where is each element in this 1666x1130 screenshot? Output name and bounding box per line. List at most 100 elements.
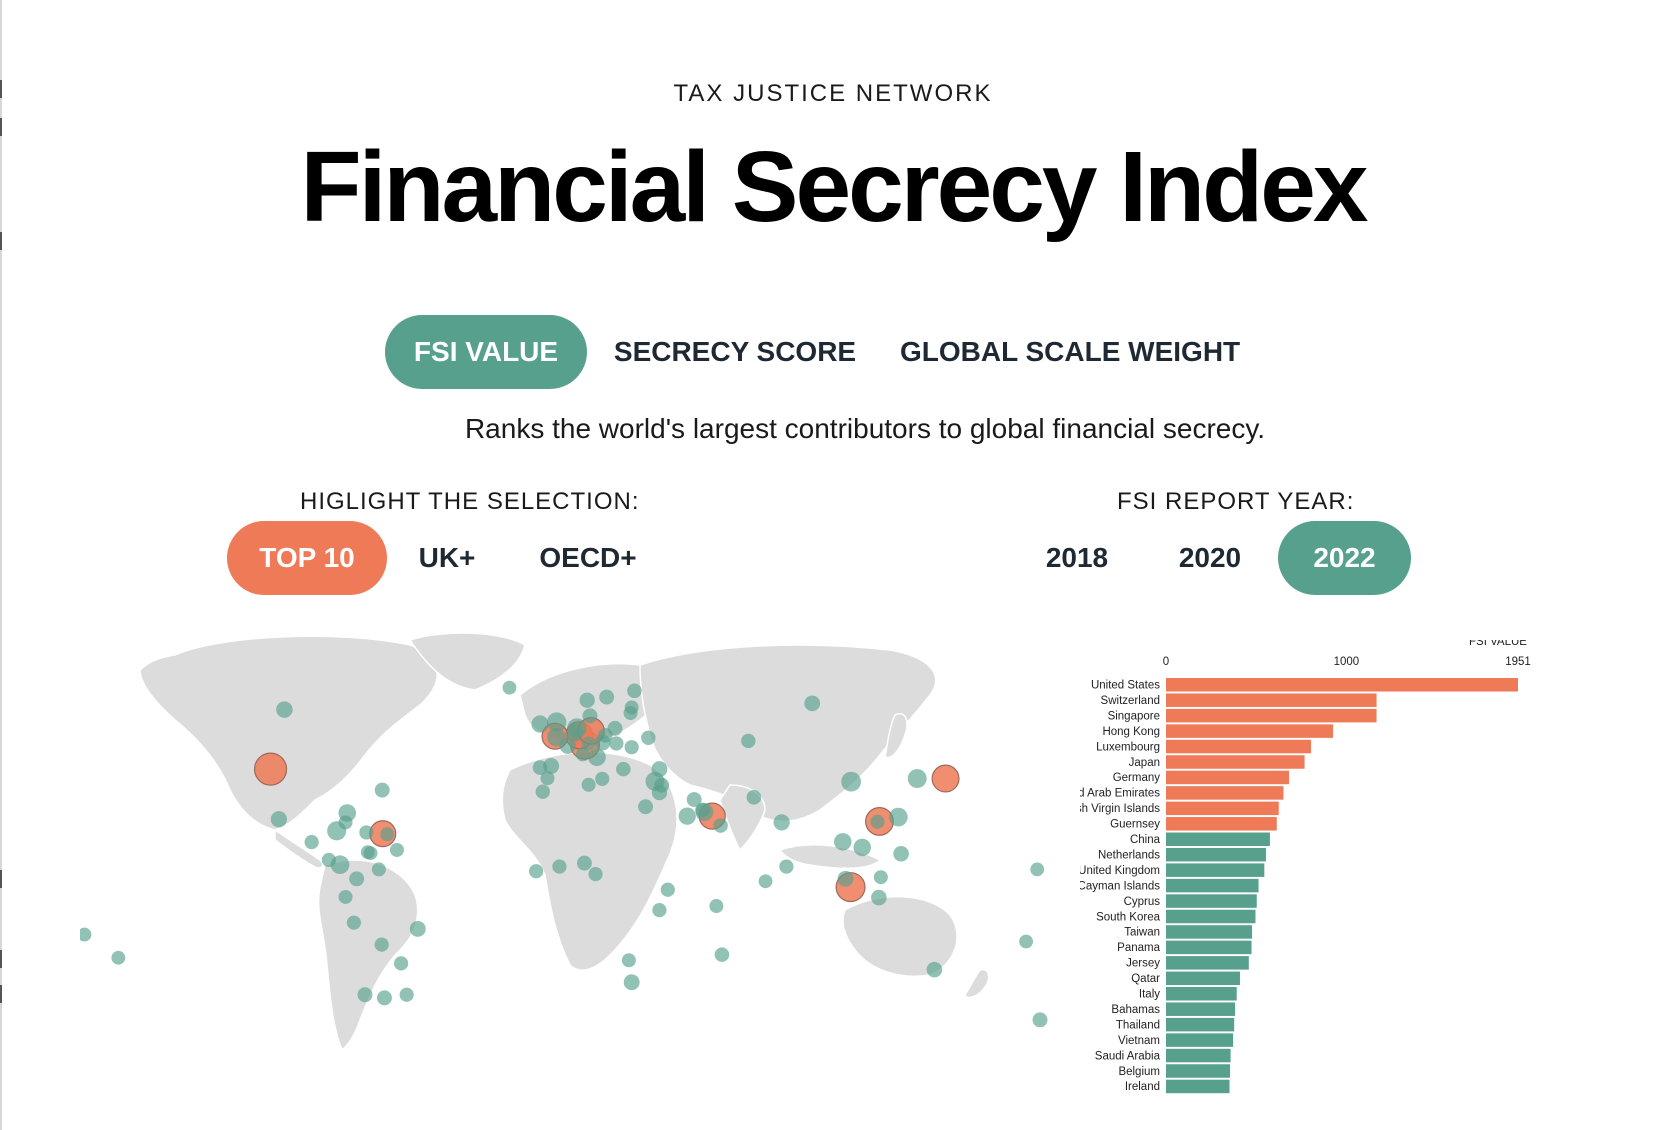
bubble-oman[interactable] [713,818,728,833]
bubble-tanzania[interactable] [652,903,667,918]
bubble-china[interactable] [841,771,861,792]
bar-germany[interactable] [1166,770,1290,785]
bubble-nigeria[interactable] [576,855,592,871]
bubble-indonesia[interactable] [871,889,887,906]
bubble-malaysia[interactable] [837,870,854,887]
bar-south-korea[interactable] [1166,909,1256,924]
bubble-gibraltar[interactable] [540,771,555,786]
bar-luxembourg[interactable] [1166,739,1312,754]
tab-fsi-value[interactable]: FSI VALUE [385,315,587,389]
bar-panama[interactable] [1166,940,1252,955]
bubble-malta[interactable] [595,771,610,786]
bubble-cuba[interactable] [338,815,353,830]
bubble-liberia[interactable] [529,864,544,879]
bar-ireland[interactable] [1166,1079,1230,1094]
bubble-turkey[interactable] [651,761,668,778]
bubble-venezuela[interactable] [371,862,386,877]
bubble-norway[interactable] [579,692,595,708]
bubble-uruguay[interactable] [399,987,414,1002]
bubble-tunisia[interactable] [581,777,596,792]
bar-united-kingdom[interactable] [1166,863,1265,877]
bubble-australia[interactable] [926,961,943,978]
bubble-paraguay[interactable] [394,956,409,971]
bubble-brazil[interactable] [409,920,426,937]
bubble-kenya[interactable] [660,882,675,897]
bubble-canada[interactable] [276,701,293,718]
bubble-spain[interactable] [543,758,560,774]
bubble-mexico[interactable] [270,811,287,828]
bubble-anguilla[interactable] [380,827,395,842]
bubble-united-states[interactable] [253,752,288,786]
bubble-cameroon[interactable] [588,867,603,882]
bubble-france[interactable] [559,737,577,754]
bubble-belgium[interactable] [566,724,584,742]
year-2018-button[interactable]: 2018 [1045,542,1109,573]
year-2020-button[interactable]: 2020 [1178,542,1242,573]
bubble-egypt[interactable] [638,799,654,815]
bubble-cook-islands[interactable] [111,950,126,965]
bubble-botswana[interactable] [621,953,636,968]
bar-hong-kong[interactable] [1166,724,1334,738]
bar-guernsey[interactable] [1166,817,1277,831]
bubble-barbados[interactable] [389,842,404,857]
bar-switzerland[interactable] [1166,693,1377,707]
bar-netherlands[interactable] [1166,847,1266,862]
bubble-united-kingdom[interactable] [546,712,567,732]
bubble-denmark[interactable] [582,708,598,724]
bar-china[interactable] [1166,832,1270,847]
bubble-chile[interactable] [357,987,373,1003]
bubble-sweden[interactable] [599,689,615,705]
bubble-curacao[interactable] [363,846,378,861]
bar-thailand[interactable] [1166,1017,1235,1032]
bubble-marshall-islands[interactable] [1030,862,1045,877]
bubble-brunei[interactable] [873,870,888,885]
bubble-greece[interactable] [616,761,631,777]
highlight-uk-plus-button[interactable]: UK+ [418,542,476,573]
bubble-japan[interactable] [931,764,960,793]
bubble-sri-lanka[interactable] [779,859,794,874]
bar-british-virgin-islands[interactable] [1166,801,1279,816]
bar-saudi-arabia[interactable] [1166,1048,1231,1063]
bubble-saudi-arabia[interactable] [678,807,696,825]
bar-singapore[interactable] [1166,708,1377,723]
bubble-guatemala[interactable] [304,835,319,850]
bar-belgium[interactable] [1166,1064,1231,1078]
bar-qatar[interactable] [1166,971,1240,986]
bar-jersey[interactable] [1166,956,1249,970]
bubble-south-korea[interactable] [907,769,927,788]
bubble-kazakhstan[interactable] [741,733,756,749]
bubble-vanuatu[interactable] [1019,934,1034,949]
bubble-macao[interactable] [870,814,885,829]
bubble-finland[interactable] [627,683,642,699]
bubble-romania[interactable] [624,740,639,755]
bubble-costa-rica[interactable] [321,852,336,868]
bar-bahamas[interactable] [1166,1002,1236,1016]
bubble-seychelles[interactable] [709,899,724,914]
bubble-pakistan[interactable] [746,790,762,805]
bubble-colombia[interactable] [349,871,365,887]
bar-vietnam[interactable] [1166,1033,1234,1047]
bubble-samoa[interactable] [80,927,92,942]
bubble-russia[interactable] [804,695,821,712]
bubble-monaco[interactable] [575,747,590,762]
bubble-bermuda[interactable] [374,782,390,798]
tab-secrecy-score[interactable]: SECRECY SCORE [613,336,857,367]
bar-united-states[interactable] [1166,678,1518,692]
bubble-lebanon[interactable] [654,777,670,793]
bubble-thailand[interactable] [834,833,852,851]
bubble-bahrain[interactable] [695,802,710,818]
tab-global-scale-weight[interactable]: GLOBAL SCALE WEIGHT [900,336,1241,367]
bubble-czechia[interactable] [597,728,613,743]
bar-united-arab-emirates[interactable] [1166,786,1284,800]
bar-taiwan[interactable] [1166,925,1253,939]
bubble-kuwait[interactable] [686,792,702,807]
bubble-vietnam[interactable] [853,838,871,857]
highlight-oecd-plus-button[interactable]: OECD+ [539,542,637,573]
year-2022-button[interactable]: 2022 [1278,521,1411,595]
bubble-hungary[interactable] [609,736,624,751]
bar-cayman-islands[interactable] [1166,878,1259,893]
bar-italy[interactable] [1166,987,1237,1001]
bubble-italy[interactable] [588,748,606,767]
bubble-ireland[interactable] [531,715,549,733]
bubble-argentina[interactable] [376,990,392,1006]
